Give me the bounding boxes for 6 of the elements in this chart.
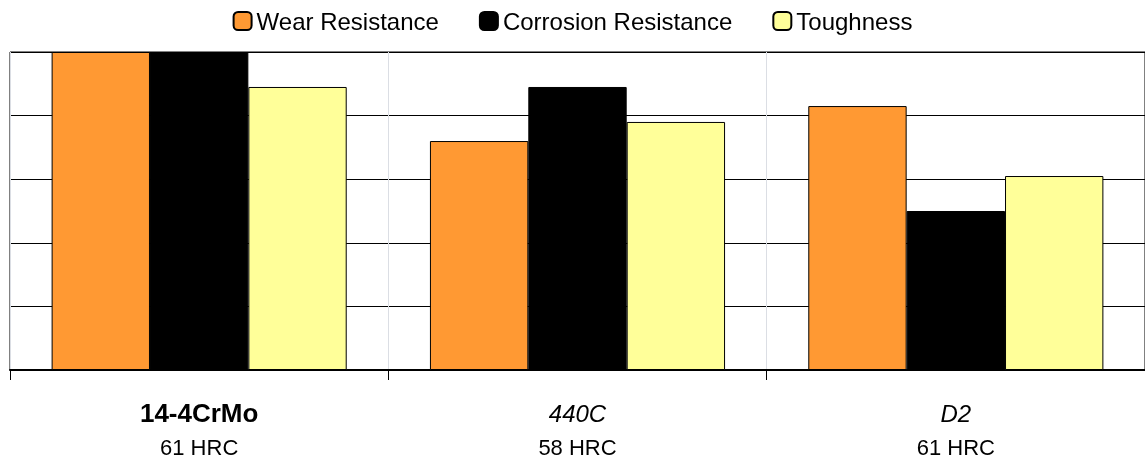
x-tick-label: 14-4CrMo 61 HRC: [139, 398, 259, 458]
legend-label: Wear Resistance: [256, 7, 439, 35]
x-tick-label: D2 61 HRC: [916, 399, 996, 458]
legend-label: Toughness: [796, 7, 913, 35]
legend-label: Corrosion Resistance: [502, 7, 733, 35]
x-tick-label: 440C 58 HRC: [538, 399, 617, 458]
